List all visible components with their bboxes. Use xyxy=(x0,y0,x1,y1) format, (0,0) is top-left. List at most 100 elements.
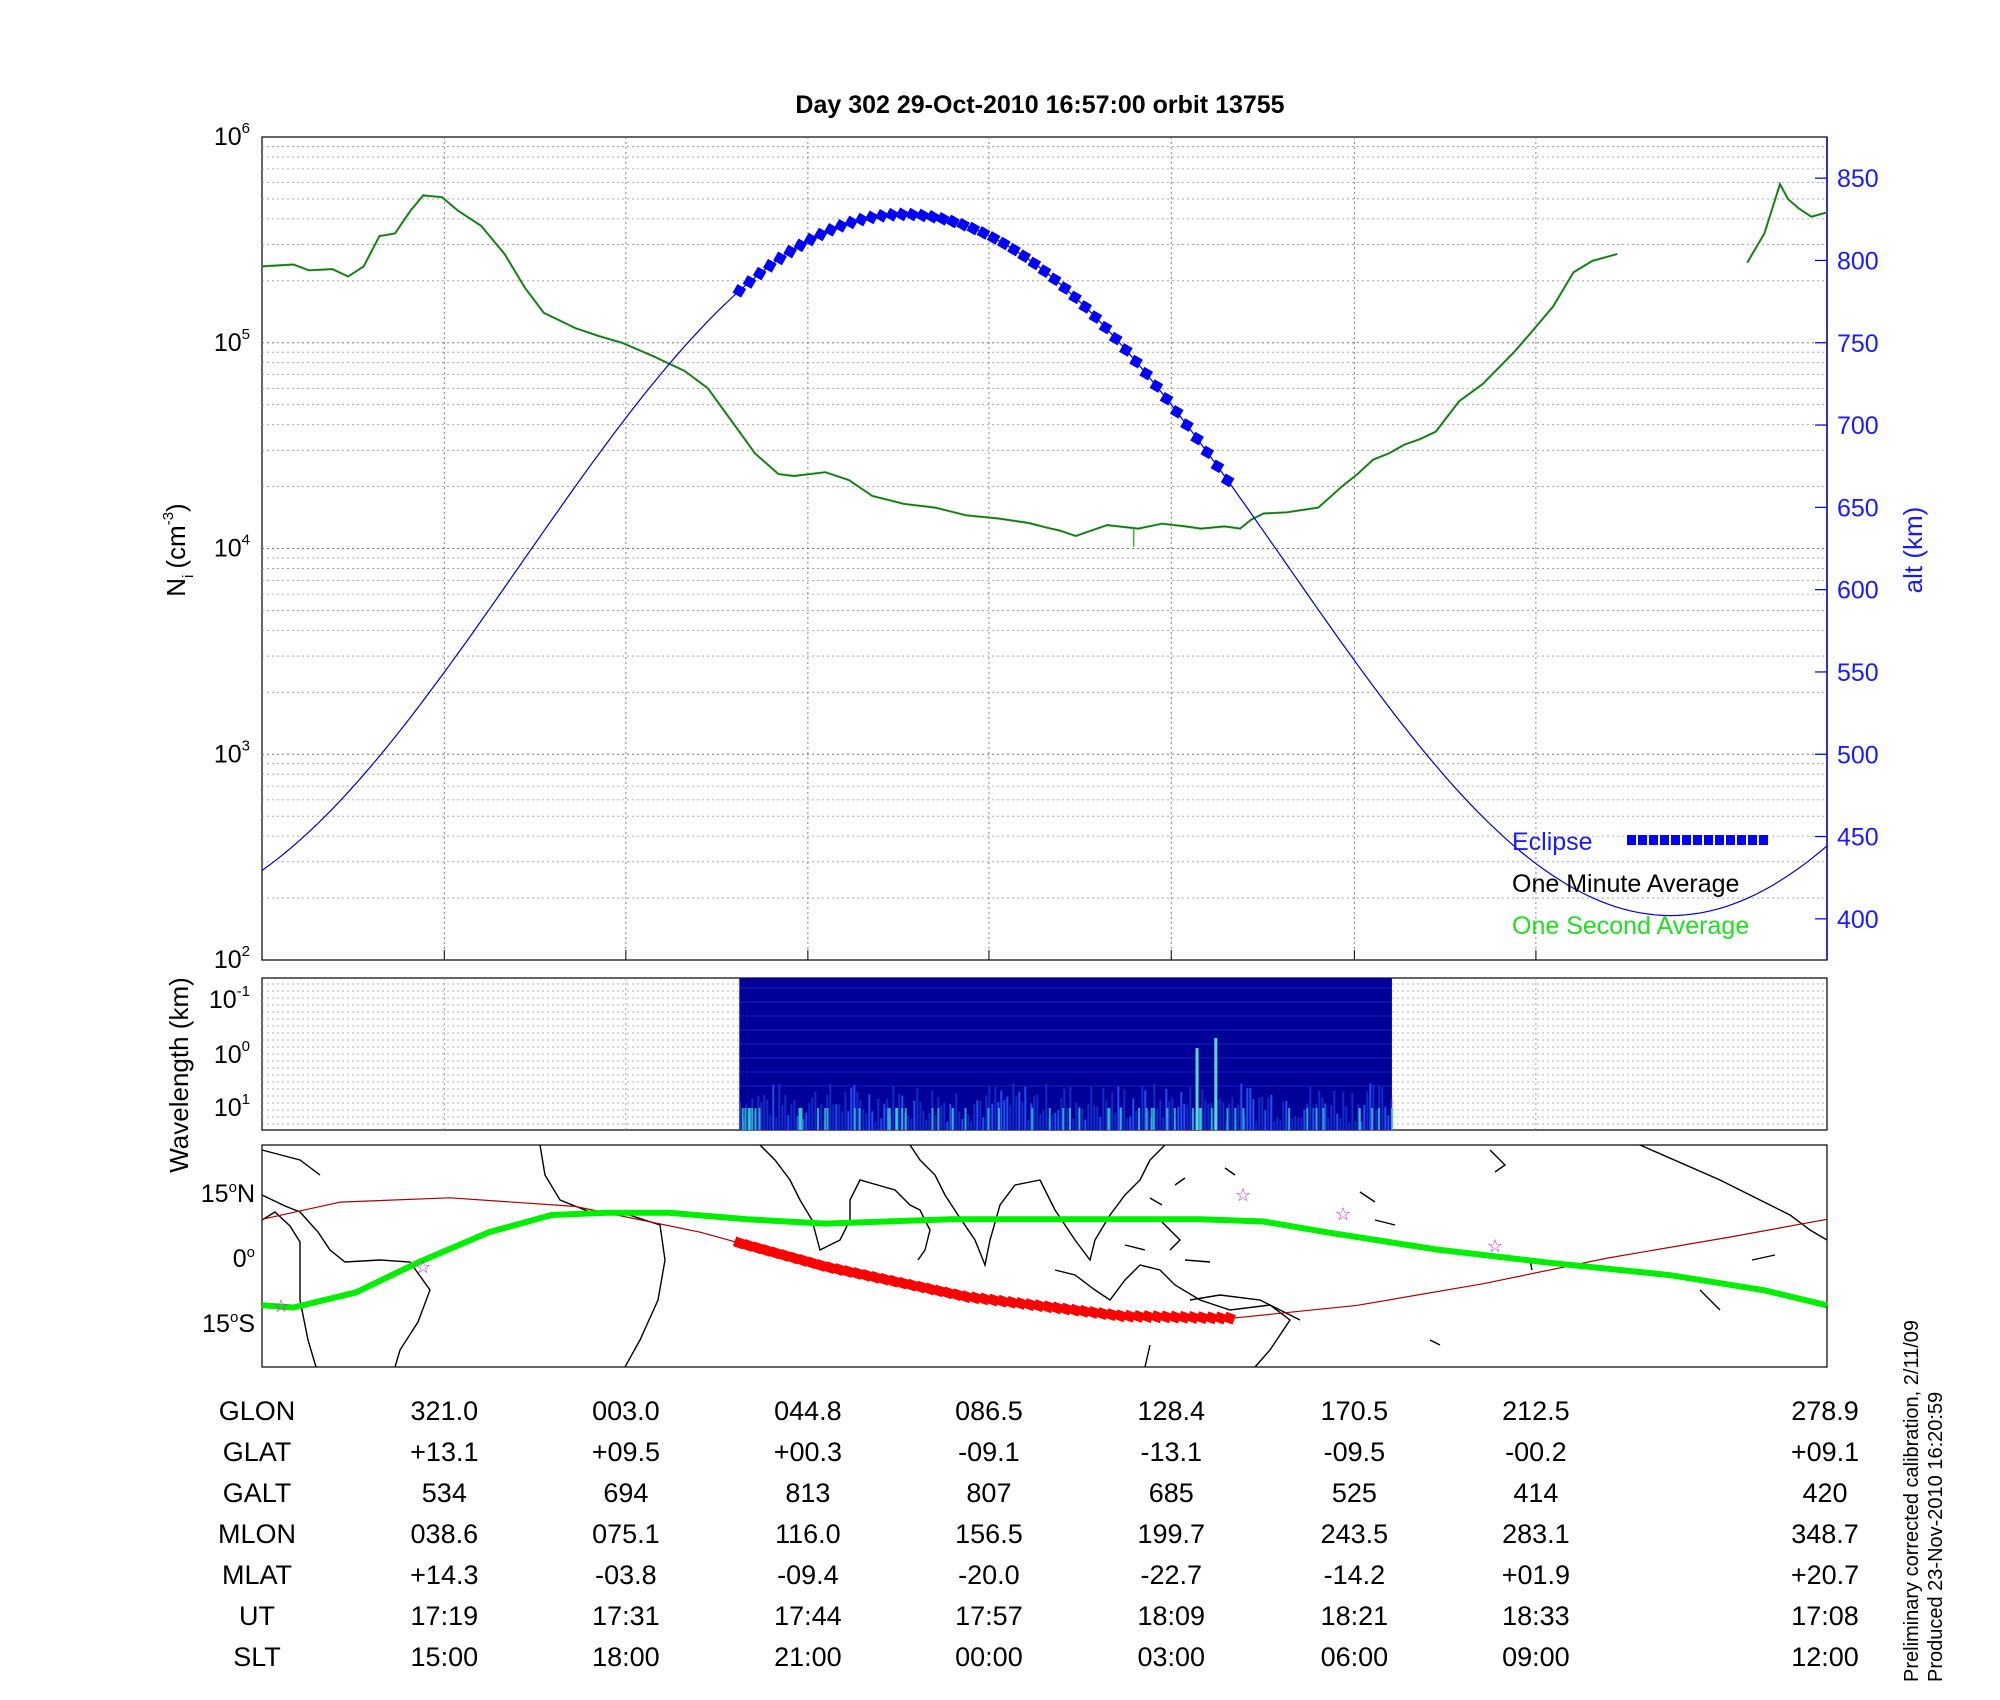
spectrogram-highlight xyxy=(1145,1108,1148,1130)
spectrogram-column xyxy=(853,1084,856,1130)
spectrogram-column xyxy=(1372,1084,1375,1130)
eclipse-marker xyxy=(986,231,1001,245)
spectrogram-column xyxy=(1165,1088,1168,1130)
table-cell: 685 xyxy=(1149,1478,1194,1508)
table-cell: 17:08 xyxy=(1791,1601,1859,1631)
spectrogram-column xyxy=(1318,1090,1321,1130)
spectrogram-column xyxy=(1102,1087,1105,1130)
y-tick-label: 104 xyxy=(214,532,250,563)
one-minute-average-line xyxy=(261,194,1618,537)
spectrogram-highlight xyxy=(858,1108,861,1130)
eclipse-marker xyxy=(1027,256,1042,271)
spectrogram-column xyxy=(982,1117,985,1130)
station-star-icon: ☆ xyxy=(1235,1185,1251,1205)
spectrogram-column xyxy=(841,1111,844,1130)
satellite-track-line xyxy=(261,1209,1828,1311)
eclipse-marker xyxy=(874,208,889,223)
spectrogram-highlight xyxy=(1226,1108,1229,1130)
eclipse-map-marker xyxy=(787,1251,801,1265)
spectrogram-column xyxy=(1348,1121,1351,1130)
one-minute-average-line-resumed xyxy=(1746,182,1828,264)
table-cell: 414 xyxy=(1513,1478,1558,1508)
spectrogram-column xyxy=(958,1111,961,1130)
spectrogram-column xyxy=(1183,1104,1186,1130)
table-row-label: MLON xyxy=(218,1519,296,1549)
spectrogram-column xyxy=(1351,1093,1354,1130)
alt-tick-label: 450 xyxy=(1837,824,1879,852)
spectrogram-column xyxy=(910,1118,913,1130)
spectrogram-column xyxy=(1276,1117,1279,1130)
spectrogram-highlight xyxy=(1119,1108,1122,1130)
spectrogram-column xyxy=(1363,1104,1366,1130)
spectrogram-tick-labels: 10-1 100 101 xyxy=(209,983,250,1122)
eclipse-map-marker xyxy=(878,1272,891,1286)
spectrogram-column xyxy=(1327,1117,1330,1130)
spectrogram-column xyxy=(898,1093,901,1130)
spectrogram-column xyxy=(985,1095,988,1130)
spectrogram-column xyxy=(835,1104,838,1130)
spectrogram-column xyxy=(865,1113,868,1130)
spectrogram-column xyxy=(1279,1119,1282,1130)
y-tick-label: 102 xyxy=(214,943,250,974)
spectrogram-column xyxy=(1039,1113,1042,1130)
eclipse-marker xyxy=(1068,290,1082,305)
eclipse-map-marker xyxy=(950,1288,964,1302)
spectrogram-highlight xyxy=(888,1108,891,1130)
eclipse-marker xyxy=(956,217,970,232)
spectrogram-column xyxy=(1339,1117,1342,1130)
spectrogram-column xyxy=(1045,1083,1048,1130)
spectrogram-column xyxy=(1228,1103,1231,1130)
legend-eclipse-marker xyxy=(1671,835,1680,845)
spectrogram-column xyxy=(1123,1089,1126,1130)
density-left-tick-labels: 102 103 104 105 106 xyxy=(214,120,250,974)
eclipse-map-marker xyxy=(850,1267,864,1280)
spectrogram-highlight xyxy=(1107,1108,1110,1130)
spectrogram-column xyxy=(1114,1112,1117,1130)
legend-eclipse-marker xyxy=(1704,835,1713,845)
spectrogram-column xyxy=(802,1118,805,1130)
spectrogram-column xyxy=(1084,1119,1087,1130)
spectrogram-highlight xyxy=(1358,1108,1361,1130)
table-cell: 694 xyxy=(603,1478,648,1508)
table-cell: 17:57 xyxy=(955,1601,1023,1631)
spectrogram-column xyxy=(1294,1116,1297,1130)
spectrogram-column xyxy=(1291,1118,1294,1130)
table-cell: -20.0 xyxy=(958,1560,1020,1590)
spectrogram-highlight xyxy=(1199,1108,1202,1130)
spectrogram-column xyxy=(1381,1087,1384,1130)
table-cell: -14.2 xyxy=(1324,1560,1386,1590)
alt-tick-label: 650 xyxy=(1837,494,1879,522)
table-cell: 813 xyxy=(785,1478,830,1508)
spectrogram-highlight xyxy=(1108,1108,1111,1130)
station-star-icon: ☆ xyxy=(273,1296,289,1316)
eclipse-map-marker xyxy=(769,1246,783,1260)
spectrogram-column xyxy=(1093,1105,1096,1130)
spectrogram-column xyxy=(1024,1086,1027,1130)
table-cell: 06:00 xyxy=(1321,1642,1389,1672)
latitude-tick-label: 15oS xyxy=(202,1309,255,1338)
eclipse-map-marker xyxy=(832,1263,846,1276)
orbit-data-table: GLON 321.0 003.0 044.8 086.5 128.4 170.5 212.5 2… xyxy=(218,1396,1859,1672)
legend-eclipse-marker xyxy=(1748,835,1757,845)
spectrogram-highlight xyxy=(1371,1108,1374,1130)
map-frame xyxy=(261,1144,1828,1368)
spectrogram-highlight xyxy=(1315,1108,1318,1130)
eclipse-marker xyxy=(946,214,960,229)
eclipse-marker xyxy=(813,227,828,242)
spectrogram-column xyxy=(883,1103,886,1130)
table-cell: 156.5 xyxy=(955,1519,1023,1549)
spectrogram-column xyxy=(1099,1116,1102,1130)
spectrogram-column xyxy=(1144,1090,1147,1130)
spectrogram-highlight xyxy=(826,1108,829,1130)
eclipse-map-marker xyxy=(941,1286,955,1300)
y-tick-label: 103 xyxy=(214,737,250,768)
alt-tick-label: 850 xyxy=(1837,165,1879,193)
eclipse-marker xyxy=(925,209,940,224)
spectrogram-column xyxy=(1357,1104,1360,1130)
eclipse-marker xyxy=(742,275,757,289)
spectrogram-highlight xyxy=(1031,1108,1034,1130)
spectrogram-column xyxy=(793,1100,796,1130)
spectrogram-column xyxy=(1129,1116,1132,1130)
spectrogram-highlight xyxy=(964,1108,967,1130)
table-cell: 199.7 xyxy=(1137,1519,1205,1549)
